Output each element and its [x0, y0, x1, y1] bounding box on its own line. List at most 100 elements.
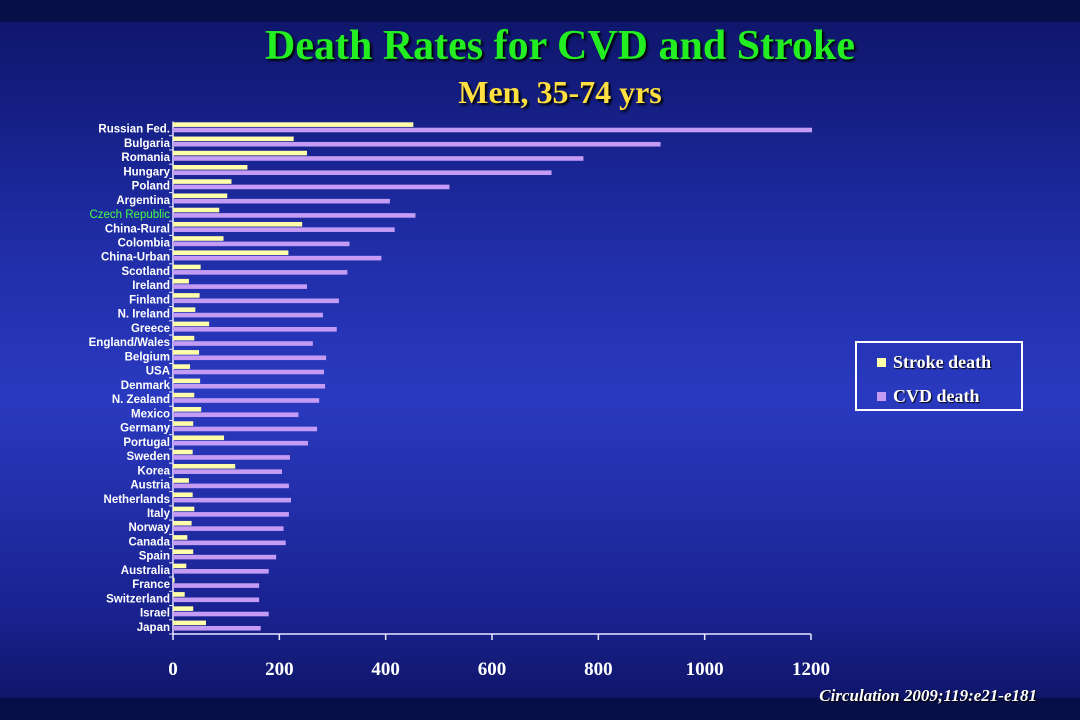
- category-label-austria: Austria: [130, 480, 170, 492]
- bar-stroke-spain: [173, 549, 194, 554]
- legend-swatch-stroke: [877, 358, 886, 367]
- bar-stroke-sweden: [173, 449, 193, 455]
- bar-cvd-korea: [173, 469, 282, 474]
- x-tick-label: 400: [371, 659, 400, 680]
- bar-cvd-colombia: [173, 241, 350, 247]
- category-label-portugal: Portugal: [123, 437, 170, 449]
- category-label-switzerland: Switzerland: [106, 593, 170, 605]
- category-label-n-zealand: N. Zealand: [112, 394, 170, 406]
- bar-stroke-usa: [173, 364, 191, 369]
- category-label-israel: Israel: [140, 608, 170, 620]
- bar-stroke-denmark: [173, 378, 201, 384]
- category-label-n-ireland: N. Ireland: [118, 309, 170, 321]
- category-label-russian-fed: Russian Fed.: [98, 124, 170, 136]
- category-label-poland: Poland: [132, 181, 170, 193]
- bar-stroke-colombia: [173, 236, 224, 241]
- bar-stroke-china-urban: [173, 250, 289, 256]
- bar-stroke-netherlands: [173, 492, 193, 498]
- category-label-colombia: Colombia: [118, 238, 171, 250]
- category-label-china-rural: China-Rural: [105, 223, 170, 235]
- bar-stroke-australia: [173, 563, 187, 569]
- bar-stroke-israel: [173, 606, 194, 611]
- bar-stroke-belgium: [173, 350, 200, 355]
- category-label-sweden: Sweden: [127, 451, 170, 463]
- bar-cvd-hungary: [173, 170, 552, 176]
- category-label-norway: Norway: [128, 522, 170, 534]
- bar-cvd-mexico: [173, 412, 299, 418]
- bar-stroke-argentina: [173, 193, 228, 199]
- category-label-romania: Romania: [121, 152, 170, 164]
- bar-cvd-germany: [173, 426, 318, 432]
- bar-cvd-n-ireland: [173, 312, 323, 318]
- bar-cvd-ireland: [173, 284, 307, 289]
- bar-cvd-austria: [173, 483, 289, 489]
- bar-cvd-argentina: [173, 198, 390, 204]
- bar-stroke-ireland: [173, 278, 189, 284]
- category-label-italy: Italy: [147, 508, 171, 520]
- category-label-netherlands: Netherlands: [104, 494, 170, 506]
- bar-stroke-n-ireland: [173, 307, 196, 312]
- category-label-france: France: [132, 579, 170, 591]
- bar-stroke-canada: [173, 535, 188, 540]
- legend-label-stroke: Stroke death: [893, 352, 992, 372]
- bar-cvd-china-rural: [173, 227, 395, 232]
- bar-cvd-russian-fed: [173, 127, 813, 133]
- bar-stroke-england-wales: [173, 335, 195, 341]
- bar-stroke-norway: [173, 520, 192, 526]
- bar-cvd-netherlands: [173, 497, 292, 503]
- bar-cvd-czech-republic: [173, 213, 416, 218]
- x-tick-label: 1200: [792, 659, 830, 680]
- chart-legend: Stroke death CVD death: [855, 341, 1023, 411]
- top-frame: [0, 0, 1080, 22]
- category-label-scotland: Scotland: [121, 266, 170, 278]
- bar-stroke-germany: [173, 421, 194, 426]
- bar-cvd-belgium: [173, 355, 327, 361]
- bar-cvd-israel: [173, 611, 269, 617]
- bar-stroke-austria: [173, 478, 189, 483]
- category-label-argentina: Argentina: [116, 195, 170, 207]
- category-label-ireland: Ireland: [132, 280, 170, 292]
- bar-cvd-france: [173, 583, 260, 588]
- bar-cvd-norway: [173, 526, 284, 531]
- category-label-belgium: Belgium: [125, 351, 170, 363]
- slide-subtitle: Men, 35-74 yrs: [458, 74, 662, 110]
- bar-cvd-portugal: [173, 440, 309, 446]
- bar-stroke-scotland: [173, 264, 201, 270]
- legend-item-cvd: CVD death: [877, 386, 980, 407]
- x-tick-label: 600: [478, 659, 507, 680]
- category-label-england-wales: England/Wales: [89, 337, 170, 349]
- bar-cvd-japan: [173, 625, 261, 631]
- category-label-hungary: Hungary: [123, 166, 170, 178]
- bar-cvd-switzerland: [173, 597, 260, 603]
- legend-swatch-cvd: [877, 392, 886, 401]
- bar-stroke-greece: [173, 321, 210, 327]
- bar-cvd-finland: [173, 298, 339, 304]
- bar-stroke-poland: [173, 179, 232, 184]
- slide-title: Death Rates for CVD and Stroke: [265, 23, 855, 69]
- category-label-mexico: Mexico: [131, 408, 170, 420]
- bar-stroke-russian-fed: [173, 122, 414, 127]
- bar-stroke-korea: [173, 463, 236, 469]
- category-label-australia: Australia: [121, 565, 171, 577]
- bar-stroke-japan: [173, 620, 206, 626]
- legend-label-cvd: CVD death: [893, 386, 980, 406]
- category-label-bulgaria: Bulgaria: [124, 138, 171, 150]
- bar-stroke-china-rural: [173, 221, 303, 227]
- bar-stroke-switzerland: [173, 592, 185, 597]
- bar-cvd-denmark: [173, 383, 326, 389]
- bar-cvd-italy: [173, 512, 289, 517]
- legend-item-stroke: Stroke death: [877, 352, 991, 373]
- citation: Circulation 2009;119:e21-e181: [819, 686, 1037, 705]
- category-label-china-urban: China-Urban: [101, 252, 170, 264]
- bar-cvd-england-wales: [173, 341, 313, 346]
- bar-cvd-usa: [173, 369, 324, 375]
- bar-cvd-n-zealand: [173, 398, 320, 403]
- bar-stroke-mexico: [173, 407, 202, 412]
- bottom-frame: [0, 698, 1080, 720]
- bar-cvd-sweden: [173, 455, 290, 460]
- bar-cvd-canada: [173, 540, 286, 546]
- x-tick-label: 1000: [686, 659, 724, 680]
- bar-stroke-finland: [173, 293, 200, 298]
- bar-stroke-hungary: [173, 165, 248, 170]
